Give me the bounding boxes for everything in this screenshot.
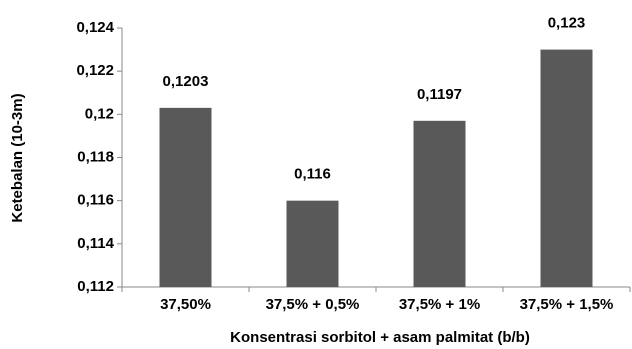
y-tick-label: 0,112 <box>77 278 114 295</box>
y-axis-title: Ketebalan (10-3m) <box>9 93 26 222</box>
y-tick-label: 0,116 <box>77 192 114 209</box>
bar <box>540 49 593 288</box>
bar <box>286 200 339 287</box>
x-tick-label: 37,5% + 0,5% <box>266 296 360 313</box>
x-axis-title: Konsentrasi sorbitol + asam palmitat (b/… <box>230 329 530 346</box>
bar <box>413 120 466 287</box>
bar <box>159 107 212 287</box>
x-tick-label: 37,50% <box>160 296 211 313</box>
data-label: 0,1203 <box>163 73 209 90</box>
y-tick-label: 0,124 <box>76 19 114 36</box>
data-label: 0,1197 <box>417 86 462 103</box>
data-label: 0,116 <box>294 166 331 183</box>
y-tick-label: 0,114 <box>77 235 114 252</box>
x-tick-label: 37,5% + 1% <box>399 296 480 313</box>
y-tick-label: 0,12 <box>85 105 114 122</box>
y-tick-label: 0,122 <box>76 62 114 79</box>
data-label: 0,123 <box>548 15 586 32</box>
x-tick-label: 37,5% + 1,5% <box>520 296 614 313</box>
y-tick-label: 0,118 <box>77 148 114 165</box>
